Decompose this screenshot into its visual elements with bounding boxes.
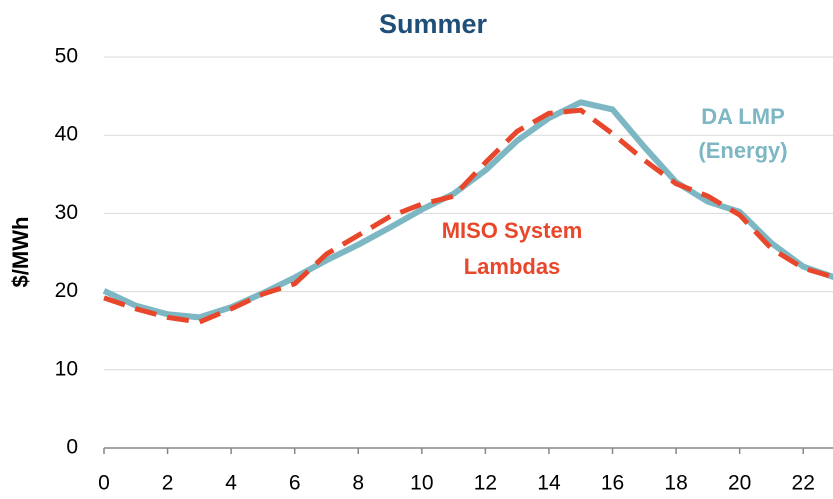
- x-tick-label: 0: [98, 472, 110, 495]
- annotation: MISO System: [442, 218, 583, 243]
- series-line: [102, 99, 833, 321]
- x-tick-label: 10: [410, 472, 433, 495]
- annotation: (Energy): [698, 138, 787, 163]
- y-axis-label: $/MWh: [8, 217, 33, 288]
- y-tick-label: 10: [55, 357, 78, 380]
- y-tick-label: 30: [55, 201, 78, 224]
- x-tick-label: 20: [728, 472, 751, 495]
- chart-title: Summer: [379, 9, 488, 39]
- x-tick-label: 18: [664, 472, 687, 495]
- y-tick-label: 20: [55, 279, 78, 302]
- y-tick-label: 0: [66, 436, 78, 459]
- series-line: [103, 107, 833, 325]
- x-tick-label: 16: [601, 472, 624, 495]
- annotation: Lambdas: [464, 254, 561, 279]
- x-tick-label: 6: [289, 472, 301, 495]
- annotation: DA LMP: [701, 104, 785, 129]
- x-tick-label: 8: [352, 472, 364, 495]
- x-tick-label: 12: [474, 472, 497, 495]
- x-tick-label: 4: [225, 472, 237, 495]
- y-tick-label: 40: [55, 123, 78, 146]
- y-tick-label: 50: [55, 45, 78, 68]
- x-tick-label: 2: [162, 472, 174, 495]
- x-tick-label: 14: [537, 472, 561, 495]
- x-tick-label: 22: [792, 472, 815, 495]
